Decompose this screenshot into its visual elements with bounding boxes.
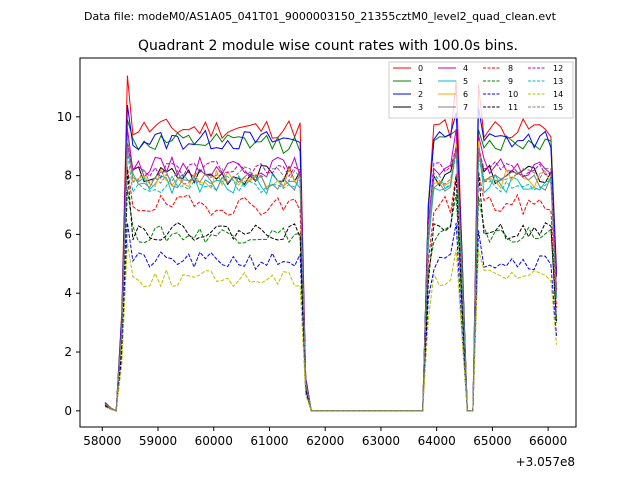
y-tick-label: 8 <box>64 169 72 183</box>
x-axis-ticks: 58000 59000 60000 61000 62000 63000 64000 65000… <box>83 427 567 448</box>
series-line-2 <box>104 104 557 412</box>
x-tick-label: 61000 <box>250 434 288 448</box>
y-tick-label: 10 <box>57 110 72 124</box>
legend-label-5: 5 <box>463 77 468 86</box>
x-tick-label: 62000 <box>306 434 344 448</box>
series-line-13 <box>104 152 557 412</box>
y-tick-label: 2 <box>64 345 72 359</box>
legend-label-6: 6 <box>463 90 468 99</box>
legend-label-0: 0 <box>418 64 423 73</box>
series-line-0 <box>104 75 557 412</box>
legend-label-2: 2 <box>418 90 423 99</box>
chart-title: Quadrant 2 module wise count rates with … <box>138 38 518 54</box>
x-axis-offset-label: +3.057e8 <box>516 455 575 469</box>
legend-label-9: 9 <box>508 77 513 86</box>
series-line-9 <box>104 190 557 412</box>
series-line-14 <box>104 243 557 412</box>
x-tick-label: 66000 <box>529 434 567 448</box>
y-tick-label: 0 <box>64 404 72 418</box>
legend-label-12: 12 <box>553 64 563 73</box>
series-line-8 <box>104 166 557 412</box>
series-line-4 <box>104 128 557 412</box>
legend-label-3: 3 <box>418 103 423 112</box>
x-tick-label: 63000 <box>362 434 400 448</box>
y-tick-label: 4 <box>64 286 72 300</box>
x-tick-label: 60000 <box>195 434 233 448</box>
x-tick-label: 64000 <box>418 434 456 448</box>
y-axis-ticks: 0 2 4 6 8 10 <box>57 110 80 418</box>
series-line-15 <box>104 146 557 412</box>
series-line-10 <box>104 222 557 412</box>
axes-frame <box>79 57 577 428</box>
x-tick-label: 59000 <box>139 434 177 448</box>
legend-label-15: 15 <box>553 103 563 112</box>
chart-subtitle: Data file: modeM0/AS1A05_041T01_90000031… <box>84 10 557 23</box>
legend-label-10: 10 <box>508 90 518 99</box>
series-line-11 <box>104 169 557 412</box>
legend-label-8: 8 <box>508 64 513 73</box>
legend-label-14: 14 <box>553 90 563 99</box>
legend-label-7: 7 <box>463 103 468 112</box>
legend-label-11: 11 <box>508 103 518 112</box>
legend-label-1: 1 <box>418 77 423 86</box>
series-line-6 <box>104 140 557 412</box>
legend-box <box>388 61 574 119</box>
legend-label-13: 13 <box>553 77 563 86</box>
series-line-7 <box>104 146 557 412</box>
series-layer <box>104 75 557 412</box>
x-tick-label: 58000 <box>83 434 121 448</box>
x-tick-label: 65000 <box>473 434 511 448</box>
legend-label-4: 4 <box>463 64 468 73</box>
y-tick-label: 6 <box>64 227 72 241</box>
